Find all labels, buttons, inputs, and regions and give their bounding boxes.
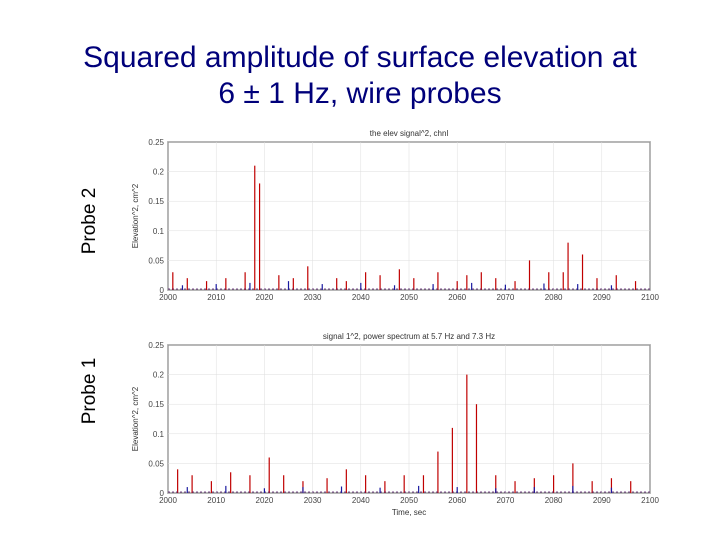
slide-title: Squared amplitude of surface elevation a… [0,40,720,112]
chart-1-xtick-label: 2060 [448,496,466,505]
chart-0-xtick-label: 2080 [545,293,563,302]
chart-1-ytick-label: 0.1 [153,430,165,439]
chart-1-ytick-label: 0.25 [148,341,164,350]
chart-1-xtick-label: 2020 [256,496,274,505]
chart-0-xtick-label: 2070 [497,293,515,302]
chart-1-xtick-label: 2000 [159,496,177,505]
chart-1-ytick-label: 0.2 [153,371,165,380]
chart-1-xtick-label: 2050 [400,496,418,505]
chart-0-xtick-label: 2020 [256,293,274,302]
chart-1-xtick-label: 2010 [207,496,225,505]
chart-0-ytick-label: 0.1 [153,227,165,236]
chart-0-xtick-label: 2060 [448,293,466,302]
slide-title-line2: 6 ± 1 Hz, wire probes [218,77,502,110]
chart-1-xtick-label: 2030 [304,496,322,505]
chart-1-xtick-label: 2070 [497,496,515,505]
chart-0-xtick-label: 2050 [400,293,418,302]
chart-0-ytick-label: 0 [160,286,165,295]
chart-0-ytick-label: 0.15 [148,197,164,206]
chart-1-xlabel: Time, sec [392,508,426,517]
chart-1-title: signal 1^2, power spectrum at 5.7 Hz and… [323,332,495,341]
chart-0-xtick-label: 2010 [207,293,225,302]
chart-1-ylabel: Elevation^2, cm^2 [131,386,140,451]
slide-title-line1: Squared amplitude of surface elevation a… [83,41,637,74]
chart-1-xtick-label: 2080 [545,496,563,505]
chart-0-title: the elev signal^2, chnl [370,129,449,138]
chart-0-ytick-label: 0.05 [148,256,164,265]
chart-0-ytick-label: 0.2 [153,168,165,177]
chart-0-ytick-label: 0.25 [148,138,164,147]
chart-1-ytick-label: 0 [160,489,165,498]
chart-0-ylabel: Elevation^2, cm^2 [131,183,140,248]
chart-0-xtick-label: 2000 [159,293,177,302]
chart-1-ytick-label: 0.15 [148,400,164,409]
chart-1-ytick-label: 0.05 [148,459,164,468]
chart-0-xtick-label: 2090 [593,293,611,302]
chart-0-xtick-label: 2040 [352,293,370,302]
chart-1-xtick-label: 2040 [352,496,370,505]
chart-1-xtick-label: 2100 [641,496,659,505]
chart-0-xtick-label: 2030 [304,293,322,302]
chart-0-xtick-label: 2100 [641,293,659,302]
chart-1-xtick-label: 2090 [593,496,611,505]
